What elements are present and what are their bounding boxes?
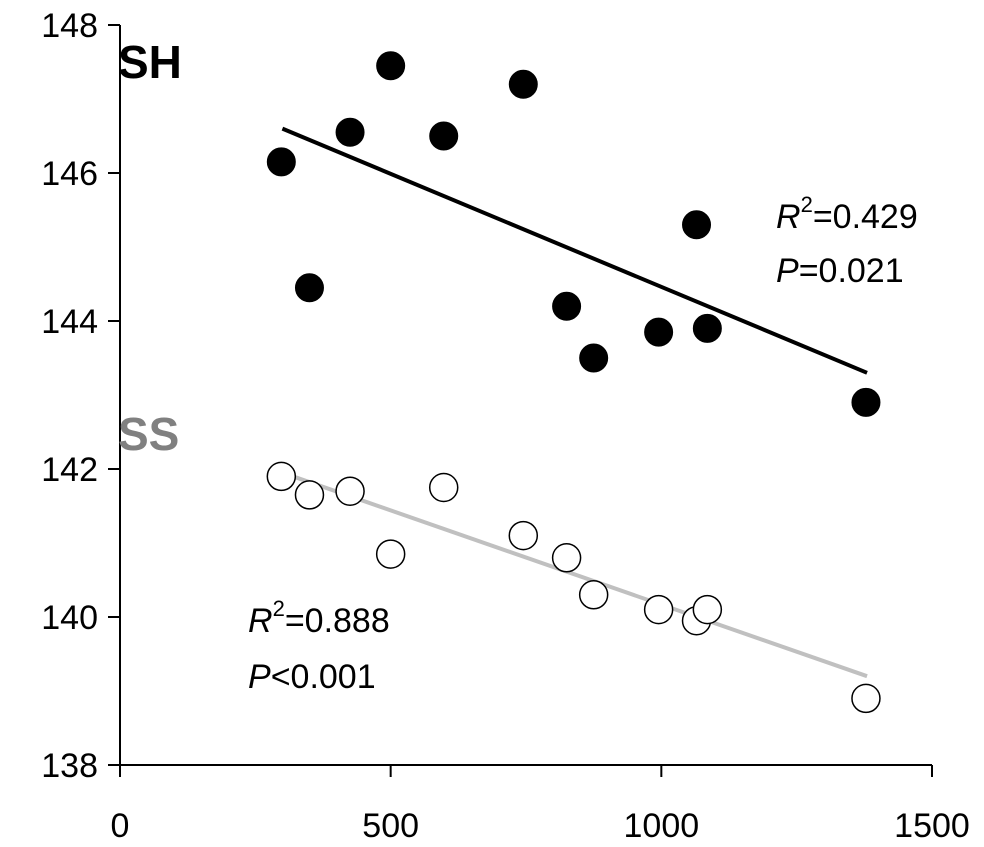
point-ss (578, 580, 609, 610)
y-tick-label: 146 (41, 155, 98, 193)
point-ss (551, 543, 582, 573)
x-tick-label: 1000 (624, 807, 700, 845)
point-ss (508, 520, 539, 551)
trendlines (281, 126, 868, 679)
point-sh (682, 210, 712, 240)
x-tick-label: 0 (111, 807, 130, 845)
y-tick-label: 138 (41, 747, 98, 785)
point-ss (266, 461, 297, 492)
trendline-ss (281, 470, 868, 679)
annotations: SH SS R2=0.429 P=0.021 R2=0.888 P<0.001 (118, 36, 918, 696)
point-ss (294, 480, 325, 510)
y-tick-label: 148 (41, 7, 98, 45)
y-tick-label: 140 (41, 599, 98, 637)
point-ss (692, 594, 723, 625)
point-ss (428, 472, 459, 503)
point-sh (692, 313, 722, 343)
data-points (266, 51, 881, 714)
series-label-sh: SH (118, 36, 182, 88)
sh-p-annotation: P=0.021 (776, 252, 904, 290)
trendline-sh (281, 126, 868, 375)
axes: 138 140 142 144 146 148 0 500 1000 1500 (41, 7, 970, 845)
point-ss (851, 683, 881, 714)
point-sh (376, 51, 406, 81)
ss-p-annotation: P<0.001 (248, 658, 376, 696)
series-label-ss: SS (118, 408, 179, 460)
point-sh (552, 291, 582, 321)
ss-r2-annotation: R2=0.888 (248, 596, 390, 640)
sh-r2-annotation: R2=0.429 (776, 192, 918, 236)
point-ss (335, 476, 365, 506)
x-tick-label: 500 (362, 807, 419, 845)
point-sh (508, 69, 538, 99)
y-tick-label: 142 (41, 451, 98, 489)
point-sh (579, 343, 609, 373)
point-sh (266, 147, 296, 177)
point-ss (643, 594, 674, 625)
point-ss (375, 539, 406, 569)
point-sh (429, 121, 459, 151)
point-sh (294, 273, 324, 303)
point-sh (851, 387, 881, 417)
point-sh (335, 117, 365, 147)
x-tick-label: 1500 (894, 807, 970, 845)
y-tick-label: 144 (41, 303, 98, 341)
point-sh (644, 317, 674, 347)
